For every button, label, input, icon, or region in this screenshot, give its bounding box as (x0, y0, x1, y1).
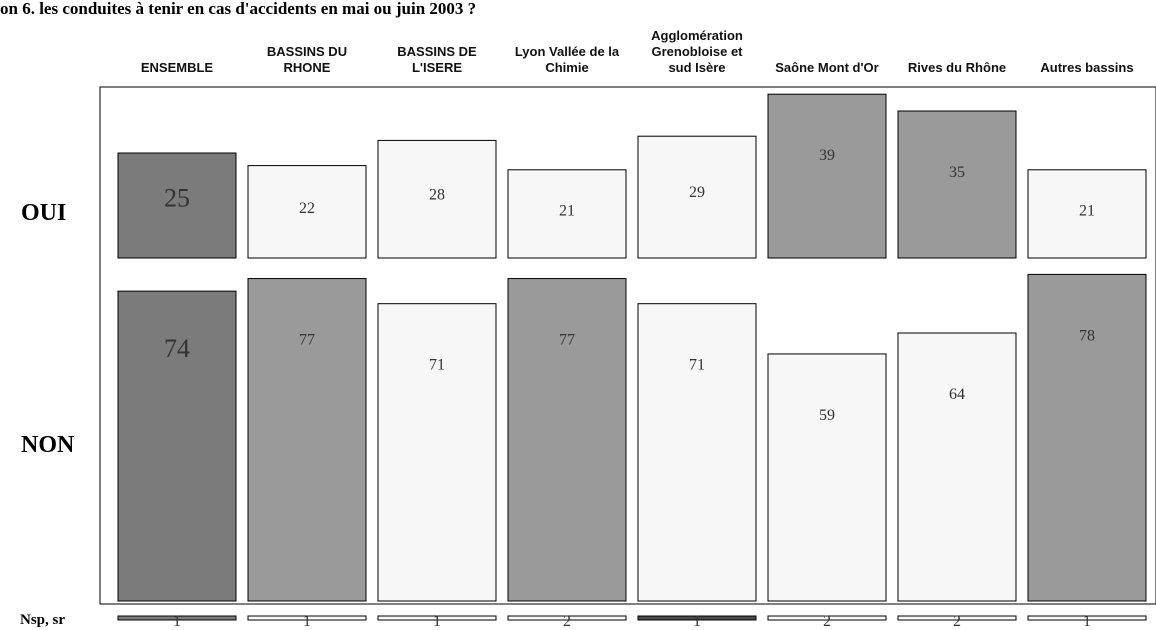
value-label-1-3: 77 (559, 332, 575, 349)
value-label-0-2: 28 (429, 186, 445, 203)
row-label-2: Nsp, sr (20, 612, 65, 628)
column-header-0-line-0: ENSEMBLE (141, 60, 214, 75)
bar-0-4 (637, 135, 757, 259)
bar-1-1 (247, 278, 367, 602)
column-header-4-line-2: sud Isère (668, 60, 725, 75)
column-header-1-line-0: BASSINS DU (267, 44, 347, 59)
value-label-2-5: 2 (823, 613, 831, 630)
value-label-1-0: 74 (164, 334, 190, 363)
column-header-2-line-0: BASSINS DE (397, 44, 477, 59)
row-label-0: OUI (21, 200, 66, 226)
bar-0-3 (507, 169, 627, 259)
value-label-2-3: 2 (563, 613, 571, 630)
row-label-1: NON (21, 432, 75, 458)
value-label-1-4: 71 (689, 357, 705, 374)
value-label-2-0: 1 (173, 613, 181, 630)
value-label-0-5: 39 (819, 147, 835, 164)
bar-2-3 (507, 615, 627, 621)
column-header-4-line-1: Grenobloise et (651, 44, 743, 59)
bar-2-6 (897, 615, 1017, 621)
bar-1-2 (377, 303, 497, 602)
bar-0-6 (897, 110, 1017, 259)
value-label-0-3: 21 (559, 202, 575, 219)
value-label-2-6: 2 (953, 613, 961, 630)
value-label-1-5: 59 (819, 407, 835, 424)
value-label-0-7: 21 (1079, 202, 1095, 219)
bar-1-7 (1027, 273, 1147, 602)
value-label-1-7: 78 (1079, 327, 1095, 344)
value-label-2-2: 1 (433, 613, 441, 630)
bar-0-1 (247, 165, 367, 259)
value-label-0-6: 35 (949, 164, 965, 181)
bars (117, 93, 1147, 621)
bar-2-7 (1027, 615, 1147, 621)
value-label-2-7: 1 (1083, 613, 1091, 630)
column-header-1-line-1: RHONE (284, 60, 331, 75)
value-label-0-4: 29 (689, 184, 705, 201)
bar-2-0 (117, 615, 237, 621)
column-header-2-line-1: L'ISERE (412, 60, 462, 75)
bar-0-0 (117, 152, 237, 259)
column-header-3-line-1: Chimie (545, 60, 588, 75)
value-label-1-6: 64 (949, 386, 965, 403)
row-labels: OUI NON Nsp, sr (20, 200, 75, 628)
column-header-7-line-0: Autres bassins (1040, 60, 1133, 75)
value-label-1-2: 71 (429, 357, 445, 374)
column-header-5-line-0: Saône Mont d'Or (775, 60, 878, 75)
value-label-2-1: 1 (303, 613, 311, 630)
bar-1-6 (897, 332, 1017, 602)
column-header-6-line-0: Rives du Rhône (908, 60, 1006, 75)
bar-1-3 (507, 278, 627, 602)
bar-0-7 (1027, 169, 1147, 259)
bar-0-2 (377, 139, 497, 259)
value-label-0-0: 25 (164, 183, 190, 212)
column-header-4-line-0: Agglomération (651, 28, 743, 43)
bar-1-4 (637, 303, 757, 602)
chart-title: on 6. les conduites à tenir en cas d'acc… (0, 0, 476, 18)
bar-2-2 (377, 615, 497, 621)
bar-1-0 (117, 290, 237, 602)
bar-1-5 (767, 353, 887, 602)
value-label-0-1: 22 (299, 200, 315, 217)
bar-0-5 (767, 93, 887, 259)
bar-2-5 (767, 615, 887, 621)
column-header-3-line-0: Lyon Vallée de la (515, 44, 620, 59)
value-label-1-1: 77 (299, 332, 315, 349)
bar-2-4 (637, 615, 757, 621)
value-label-2-4: 1 (693, 613, 701, 630)
bar-2-1 (247, 615, 367, 621)
